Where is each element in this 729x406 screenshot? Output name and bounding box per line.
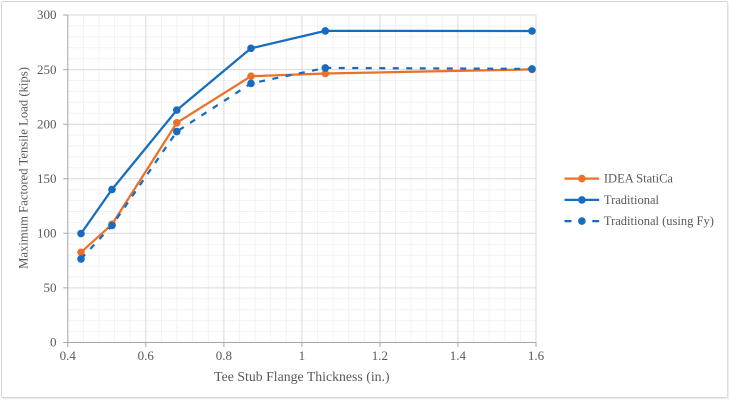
svg-text:1.6: 1.6 [528,348,545,363]
svg-text:1.4: 1.4 [450,348,467,363]
svg-text:0.8: 0.8 [216,348,232,363]
svg-text:0.6: 0.6 [138,348,155,363]
svg-text:Traditional (using Fy): Traditional (using Fy) [604,214,714,228]
svg-text:IDEA StatiCa: IDEA StatiCa [604,172,674,186]
svg-text:300: 300 [37,7,57,22]
svg-text:100: 100 [37,226,57,241]
svg-text:50: 50 [44,280,57,295]
svg-text:1.2: 1.2 [372,348,388,363]
svg-text:Maximum Factored Tensile Load: Maximum Factored Tensile Load (kips) [17,67,31,269]
svg-text:250: 250 [37,62,57,77]
svg-text:0: 0 [50,335,57,350]
svg-text:150: 150 [37,171,57,186]
svg-text:Traditional: Traditional [604,193,660,207]
svg-text:200: 200 [37,116,57,131]
svg-text:1: 1 [299,348,306,363]
svg-text:Tee Stub Flange Thickness (in.: Tee Stub Flange Thickness (in.) [214,369,389,385]
svg-text:0.4: 0.4 [60,348,77,363]
